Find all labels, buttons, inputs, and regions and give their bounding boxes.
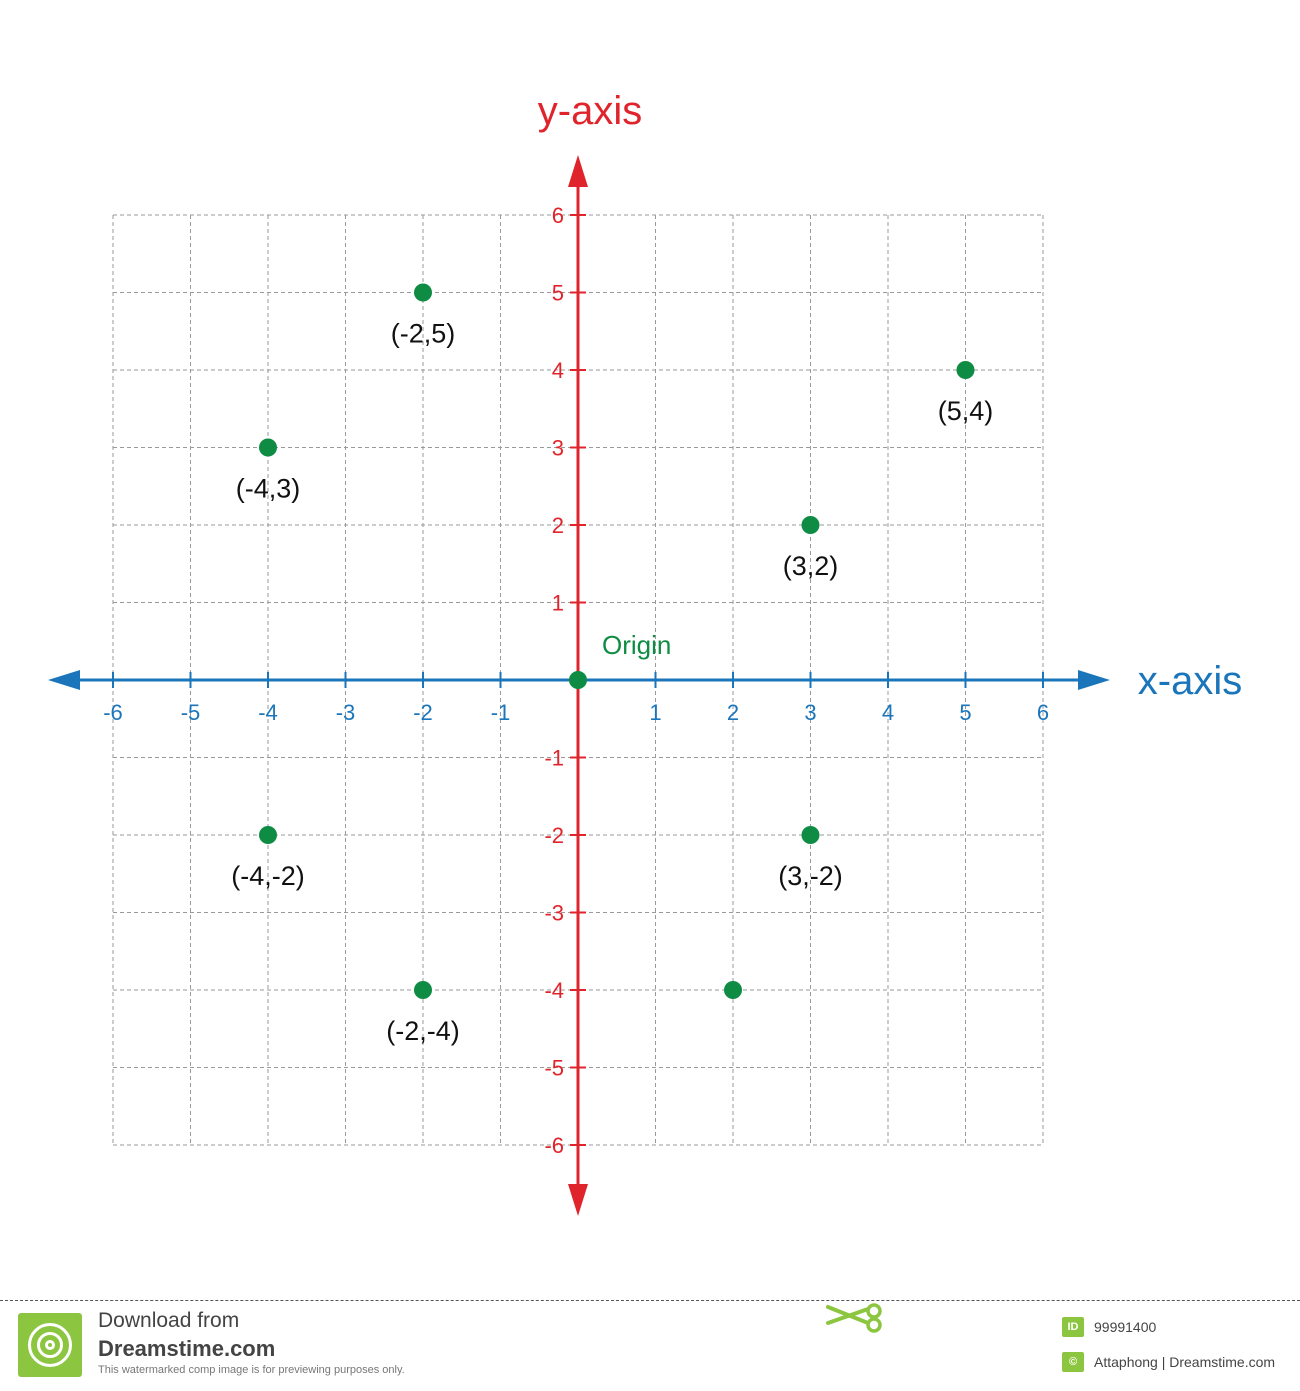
data-point [259, 438, 277, 457]
data-point [801, 826, 820, 844]
x-tick-label: -6 [103, 700, 123, 725]
x-tick-label: 3 [804, 700, 816, 725]
data-point-label: (3,-2) [778, 861, 843, 891]
data-point-label: (5,4) [938, 396, 994, 426]
scissors-icon [826, 1303, 882, 1333]
data-point-label: (3,2) [783, 551, 839, 581]
data-point-label: (-2,5) [391, 319, 456, 349]
y-tick-label: -3 [544, 901, 564, 926]
y-tick-label: -2 [544, 823, 564, 848]
x-tick-label: 5 [959, 700, 971, 725]
data-point [569, 671, 587, 689]
x-tick-label: -2 [413, 700, 433, 725]
x-tick-label: 2 [727, 700, 739, 725]
id-badge: ID [1062, 1317, 1084, 1337]
y-tick-label: 2 [552, 513, 564, 538]
data-point [956, 361, 975, 379]
coordinate-plane-chart: -6 -5 -4 -3 -2 -1 1 2 3 4 5 6 6 5 4 3 2 1 -1 -2 -3 -4 -5 -6 x-a… [48, 89, 1242, 1216]
y-axis-arrow-up-icon [568, 155, 588, 187]
data-point [414, 981, 432, 999]
author-credit: Attaphong | Dreamstime.com [1094, 1354, 1276, 1370]
dreamstime-logo-icon [18, 1313, 82, 1377]
copyright-badge: © [1062, 1352, 1084, 1372]
y-tick-label: -4 [544, 978, 564, 1003]
x-tick-label: 4 [882, 700, 894, 725]
x-tick-label: 6 [1037, 700, 1049, 725]
tick-marks-and-labels: -6 -5 -4 -3 -2 -1 1 2 3 4 5 6 6 5 4 3 2 1 -1 -2 -3 -4 -5 -6 [103, 203, 1049, 1158]
y-axis-arrow-down-icon [568, 1184, 588, 1216]
data-point [259, 826, 277, 844]
x-axis-arrow-left-icon [48, 670, 80, 690]
x-axis-title: x-axis [1138, 659, 1242, 703]
y-tick-label: 4 [552, 358, 564, 383]
data-point [414, 283, 432, 302]
data-point [801, 516, 820, 534]
x-tick-label: 1 [649, 700, 661, 725]
data-points: (-2,5) (5,4) (-4,3) (3,2) Origin (-4,-2) (3,-2… [231, 283, 994, 1046]
origin-label: Origin [602, 630, 671, 660]
x-tick-label: -1 [491, 700, 511, 725]
y-tick-label: -6 [544, 1133, 564, 1158]
y-tick-label: -5 [544, 1056, 564, 1081]
x-axis-arrow-right-icon [1078, 670, 1110, 690]
image-id: 99991400 [1094, 1319, 1157, 1335]
y-tick-label: 6 [552, 203, 564, 228]
x-tick-label: -3 [336, 700, 356, 725]
y-tick-label: 3 [552, 436, 564, 461]
data-point-label: (-4,-2) [231, 861, 305, 891]
y-tick-label: -1 [544, 746, 564, 771]
y-axis-title: y-axis [538, 89, 642, 133]
data-point-label: (-4,3) [236, 474, 301, 504]
y-tick-label: 5 [552, 281, 564, 306]
watermark-footer: Download from Dreamstime.com This waterm… [0, 1300, 1300, 1391]
data-point [724, 981, 742, 999]
download-from-text: Download from [98, 1309, 240, 1332]
watermark-disclaimer: This watermarked comp image is for previ… [98, 1364, 405, 1376]
x-tick-label: -4 [258, 700, 278, 725]
data-point-label: (-2,-4) [386, 1016, 460, 1046]
y-tick-label: 1 [552, 591, 564, 616]
site-name[interactable]: Dreamstime.com [98, 1336, 276, 1361]
x-tick-label: -5 [181, 700, 201, 725]
